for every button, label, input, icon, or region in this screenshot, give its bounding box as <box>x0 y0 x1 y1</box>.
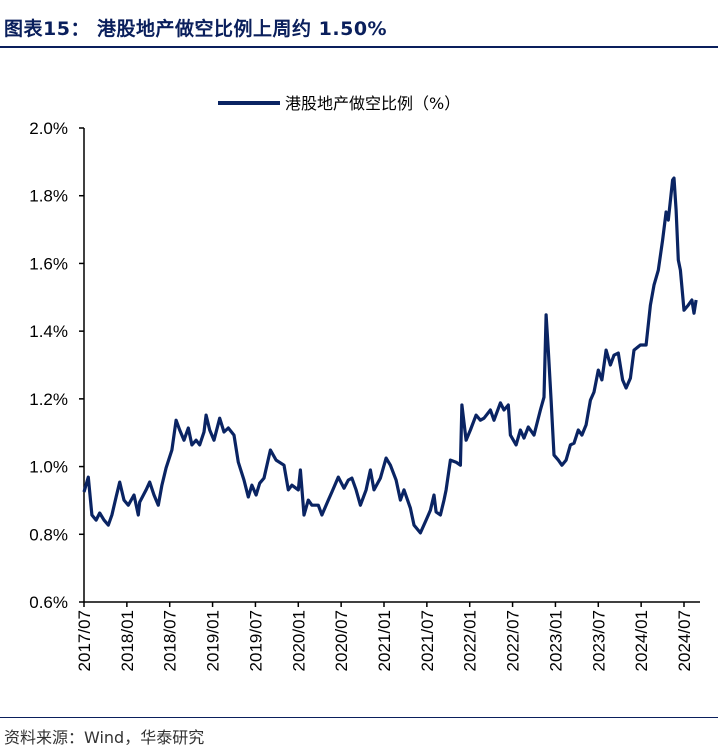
x-tick-label: 2023/07 <box>589 610 608 671</box>
x-tick-label: 2018/07 <box>161 610 180 671</box>
legend-label: 港股地产做空比例（%） <box>285 94 460 113</box>
y-tick-label: 1.0% <box>29 458 68 477</box>
figure-title: 图表15： 港股地产做空比例上周约 1.50% <box>4 18 388 40</box>
x-tick-label: 2020/01 <box>289 610 308 671</box>
line-chart: 港股地产做空比例（%） 0.6% 0.8% 1.0% 1.2% 1.4% 1.6% 1.8%… <box>29 94 700 671</box>
x-tick-label: 2019/07 <box>246 610 265 671</box>
source-note: 资料来源：Wind，华泰研究 <box>4 728 205 747</box>
x-tick-label: 2017/07 <box>75 610 94 671</box>
y-tick-label: 1.2% <box>29 390 68 409</box>
x-tick-label: 2019/01 <box>204 610 223 671</box>
x-tick-label: 2022/01 <box>461 610 480 671</box>
legend: 港股地产做空比例（%） <box>218 94 460 113</box>
footer-divider <box>0 717 718 718</box>
x-tick-label: 2024/01 <box>632 610 651 671</box>
y-tick-label: 0.8% <box>29 525 68 544</box>
y-tick-label: 2.0% <box>29 119 68 138</box>
x-tick-label: 2021/01 <box>375 610 394 671</box>
title-divider <box>0 46 718 48</box>
x-tick-label: 2023/01 <box>546 610 565 671</box>
x-tick-label: 2020/07 <box>332 610 351 671</box>
y-tick-label: 1.6% <box>29 254 68 273</box>
series-line <box>82 176 698 535</box>
y-tick-label: 0.6% <box>29 593 68 612</box>
x-tick-label: 2021/07 <box>418 610 437 671</box>
y-tick-label: 1.8% <box>29 187 68 206</box>
x-tick-label: 2022/07 <box>504 610 523 671</box>
x-tick-label: 2018/01 <box>118 610 137 671</box>
x-tick-label: 2024/07 <box>675 610 694 671</box>
y-tick-label: 1.4% <box>29 322 68 341</box>
